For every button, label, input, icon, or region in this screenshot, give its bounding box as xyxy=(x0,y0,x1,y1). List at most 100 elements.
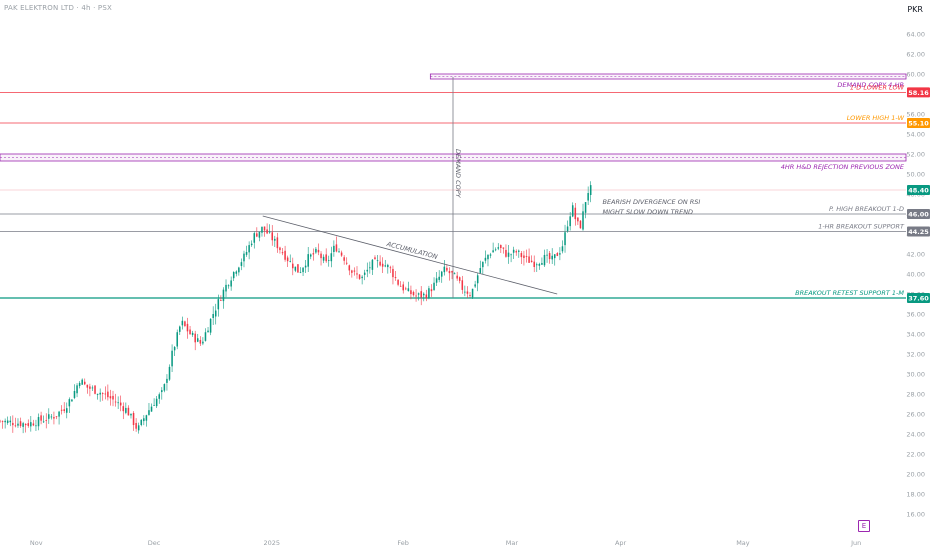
y-tick-label: 34.00 xyxy=(906,331,925,339)
candle-body xyxy=(271,232,274,241)
note-text: BEARISH DIVERGENCE ON RSI xyxy=(602,198,700,206)
candle-body xyxy=(361,276,363,279)
candle-body xyxy=(225,284,227,292)
candle-body xyxy=(500,245,502,249)
candle-body xyxy=(209,318,212,333)
candle-body xyxy=(294,266,297,271)
candle-body xyxy=(299,271,302,273)
candle-body xyxy=(559,253,561,255)
candle-body xyxy=(112,395,114,400)
candle-body xyxy=(520,253,523,258)
candle-body xyxy=(402,284,404,291)
candle-body xyxy=(376,260,379,262)
y-tick-label: 36.00 xyxy=(906,311,925,319)
candle-body xyxy=(281,252,284,254)
candle-body xyxy=(420,291,422,298)
candle-body xyxy=(405,288,407,290)
x-tick-label: Jun xyxy=(850,539,861,547)
candle-body xyxy=(489,254,492,256)
candle-body xyxy=(556,253,559,256)
earnings-event-icon[interactable]: E xyxy=(858,520,870,532)
price-axis[interactable]: 16.00 18.00 20.00 22.00 24.00 26.00 28.00 30.00… xyxy=(906,31,925,519)
candle-body xyxy=(148,410,150,415)
y-tick-label: 20.00 xyxy=(906,471,925,479)
candle-body xyxy=(83,381,86,385)
candle-body xyxy=(502,247,505,249)
candle-body xyxy=(71,399,73,402)
currency-label: PKR xyxy=(907,5,923,14)
y-tick-label: 16.00 xyxy=(906,511,925,519)
candle-body xyxy=(348,265,351,271)
candle-body xyxy=(168,366,171,380)
price-badge-text: 37.60 xyxy=(908,295,929,303)
candle-body xyxy=(60,409,63,411)
candle-body xyxy=(366,269,369,272)
y-tick-label: 42.00 xyxy=(906,251,925,259)
y-tick-label: 64.00 xyxy=(906,31,925,39)
candle-body xyxy=(81,379,83,385)
y-tick-label: 40.00 xyxy=(906,271,925,279)
candle-body xyxy=(543,254,546,266)
candle-body xyxy=(109,396,112,399)
price-badge xyxy=(907,118,930,128)
candle-body xyxy=(248,245,250,253)
price-badge-text: 58.16 xyxy=(908,89,929,97)
candle-body xyxy=(469,295,471,296)
candle-body xyxy=(561,246,564,252)
candle-body xyxy=(107,391,109,398)
candle-body xyxy=(132,412,135,426)
candle-body xyxy=(191,332,194,335)
candle-body xyxy=(202,341,204,344)
candle-body xyxy=(258,231,261,238)
candle-body xyxy=(307,254,309,267)
candle-body xyxy=(492,250,494,253)
candle-body xyxy=(330,253,333,262)
candle-body xyxy=(461,280,464,290)
candle-body xyxy=(73,390,76,398)
candle-body xyxy=(140,419,143,425)
candle-body xyxy=(171,350,173,367)
candle-body xyxy=(351,270,353,273)
candle-body xyxy=(32,423,35,426)
candle-body xyxy=(435,278,438,283)
candle-body xyxy=(571,205,574,217)
candle-body xyxy=(50,416,53,418)
time-axis[interactable]: Nov Dec 2025 Feb Mar Apr May Jun xyxy=(30,539,861,547)
candle-body xyxy=(353,270,356,272)
candle-body xyxy=(253,233,256,243)
candle-body xyxy=(261,226,263,233)
candle-body xyxy=(451,270,453,273)
price-badge xyxy=(907,226,930,237)
candle-body xyxy=(125,407,127,413)
candle-body xyxy=(0,420,1,422)
candle-body xyxy=(356,273,358,275)
candle-body xyxy=(538,263,541,266)
y-tick-label: 30.00 xyxy=(906,371,925,379)
candle-body xyxy=(507,252,510,257)
candle-body xyxy=(240,262,243,266)
y-tick-label: 28.00 xyxy=(906,391,925,399)
candle-body xyxy=(523,255,525,258)
candle-body xyxy=(476,275,479,284)
candle-body xyxy=(315,248,317,253)
price-badge xyxy=(907,209,930,219)
candle-body xyxy=(340,252,343,256)
candle-body xyxy=(564,232,566,246)
candle-body xyxy=(343,257,345,261)
candle-body xyxy=(150,406,153,412)
candle-body xyxy=(474,284,476,287)
candle-body xyxy=(589,185,592,196)
candle-body xyxy=(101,393,104,394)
candle-body xyxy=(325,254,327,262)
candle-body xyxy=(286,257,289,262)
candle-body xyxy=(338,251,340,253)
candle-body xyxy=(14,425,17,427)
candle-body xyxy=(186,323,189,332)
candle-body xyxy=(266,229,268,234)
candle-body xyxy=(1,421,4,422)
candle-body xyxy=(327,260,330,261)
x-tick-label: Dec xyxy=(148,539,161,547)
candle-body xyxy=(510,254,512,256)
candle-body xyxy=(309,254,312,257)
